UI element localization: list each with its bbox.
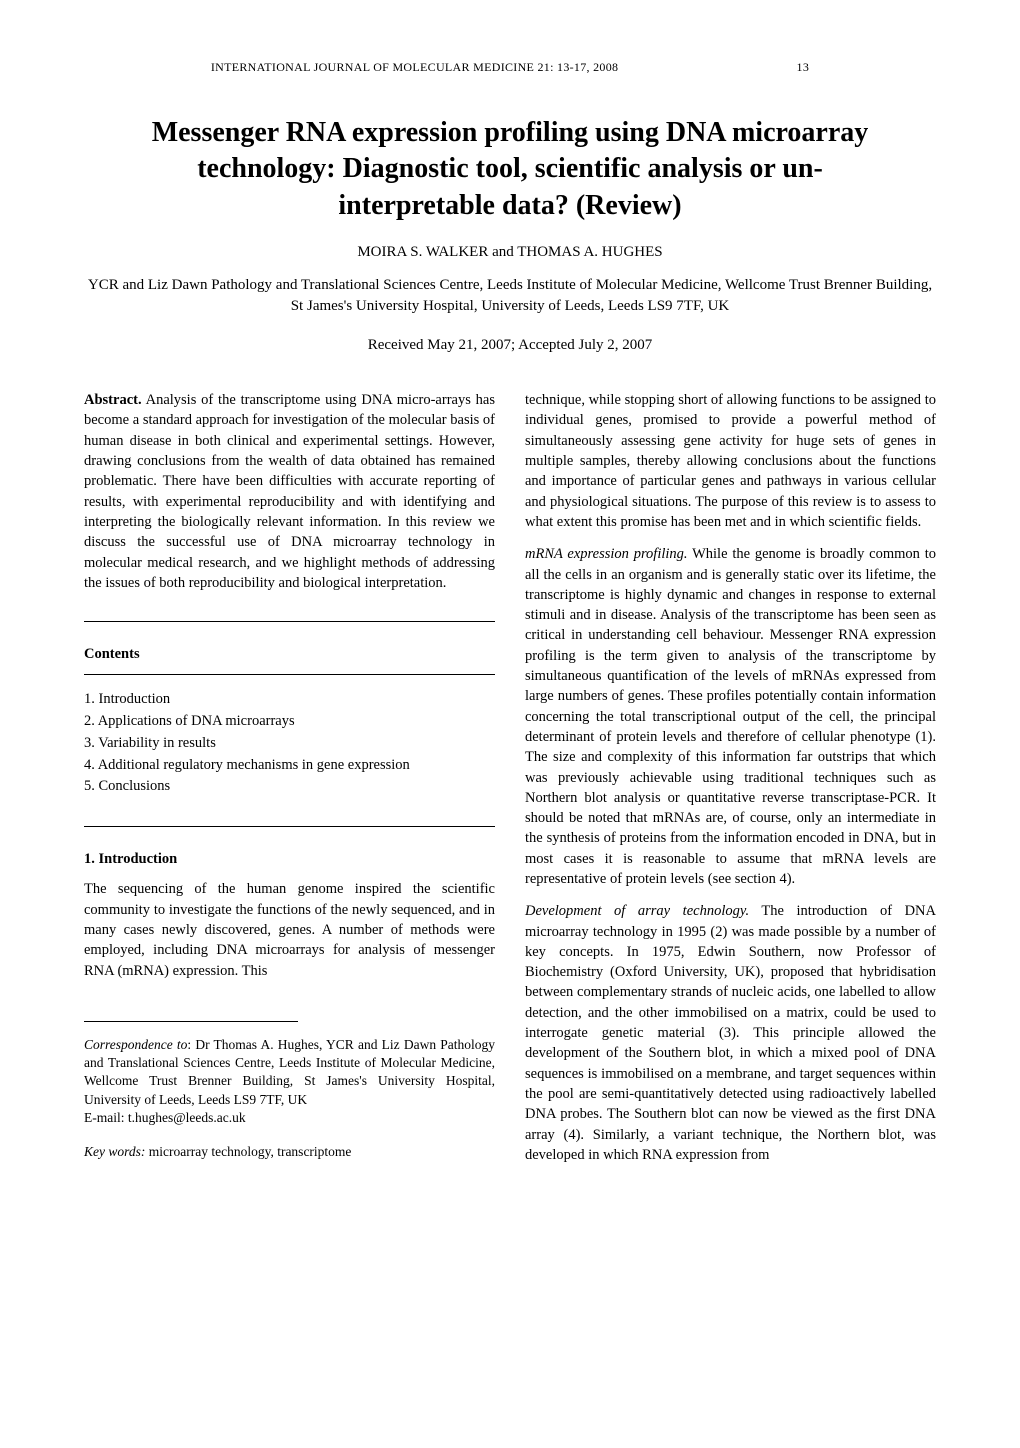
section-1-heading: 1. Introduction: [84, 849, 495, 869]
mrna-profiling-text: While the genome is broadly common to al…: [525, 546, 936, 887]
keywords-label: Key words:: [84, 1144, 145, 1159]
array-development-subheading: Development of array technology.: [525, 903, 749, 919]
contents-heading: Contents: [84, 644, 495, 664]
contents-item: 3. Variability in results: [84, 733, 495, 755]
correspondence-email: E-mail: t.hughes@leeds.ac.uk: [84, 1109, 495, 1127]
abstract-label: Abstract.: [84, 392, 142, 408]
contents-item: 1. Introduction: [84, 689, 495, 711]
array-development-text: The introduction of DNA microarray techn…: [525, 903, 936, 1163]
correspondence-label: Correspondence to: [84, 1037, 187, 1052]
keywords-text: microarray technology, transcriptome: [145, 1144, 351, 1159]
journal-citation: INTERNATIONAL JOURNAL OF MOLECULAR MEDIC…: [211, 60, 618, 74]
contents-list: 1. Introduction 2. Applications of DNA m…: [84, 689, 495, 798]
mrna-profiling-paragraph: mRNA expression profiling. While the gen…: [525, 544, 936, 889]
right-column: technique, while stopping short of allow…: [525, 390, 936, 1177]
contents-item: 5. Conclusions: [84, 776, 495, 798]
received-accepted-dates: Received May 21, 2007; Accepted July 2, …: [84, 337, 936, 354]
keywords-block: Key words: microarray technology, transc…: [84, 1143, 495, 1162]
page-number: 13: [797, 60, 810, 74]
intro-paragraph-2: technique, while stopping short of allow…: [525, 390, 936, 532]
contents-item: 4. Additional regulatory mechanisms in g…: [84, 755, 495, 777]
contents-item: 2. Applications of DNA microarrays: [84, 711, 495, 733]
abstract-text: Analysis of the transcriptome using DNA …: [84, 392, 495, 591]
divider-rule: [84, 826, 495, 827]
page: INTERNATIONAL JOURNAL OF MOLECULAR MEDIC…: [0, 0, 1020, 1227]
intro-paragraph-1: The sequencing of the human genome inspi…: [84, 879, 495, 980]
left-column: Abstract. Analysis of the transcriptome …: [84, 390, 495, 1177]
divider-rule: [84, 621, 495, 622]
running-header: INTERNATIONAL JOURNAL OF MOLECULAR MEDIC…: [84, 60, 936, 75]
mrna-profiling-subheading: mRNA expression profiling.: [525, 546, 688, 562]
array-development-paragraph: Development of array technology. The int…: [525, 901, 936, 1165]
article-title: Messenger RNA expression profiling using…: [120, 115, 900, 224]
footnote-rule: [84, 1021, 298, 1022]
two-column-body: Abstract. Analysis of the transcriptome …: [84, 390, 936, 1177]
correspondence-block: Correspondence to: Dr Thomas A. Hughes, …: [84, 1036, 495, 1127]
affiliation: YCR and Liz Dawn Pathology and Translati…: [84, 275, 936, 317]
abstract-paragraph: Abstract. Analysis of the transcriptome …: [84, 390, 495, 593]
authors: MOIRA S. WALKER and THOMAS A. HUGHES: [84, 244, 936, 261]
divider-rule: [84, 674, 495, 675]
